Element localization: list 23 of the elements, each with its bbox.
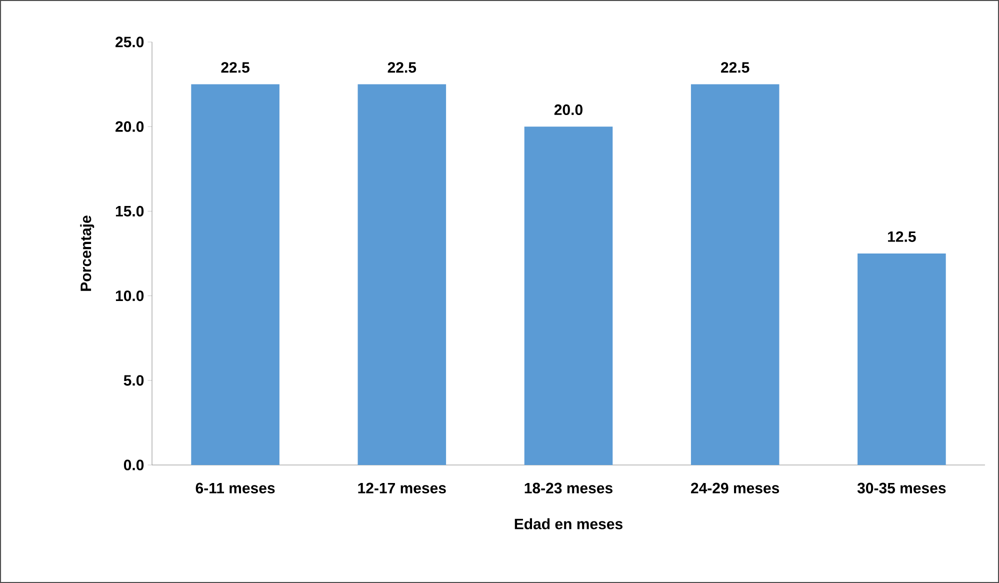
data-label: 20.0 — [554, 104, 582, 116]
y-axis-title: Porcentaje — [80, 216, 94, 291]
data-label: 12.5 — [888, 231, 916, 242]
x-tick-label: 18-23 meses — [524, 482, 612, 494]
data-label: 22.5 — [721, 62, 750, 73]
y-tick-label: 10.0 — [116, 290, 144, 302]
x-axis-title: Edad en meses — [514, 518, 622, 530]
bar — [690, 84, 780, 465]
bar — [858, 253, 946, 465]
y-tick-label: 15.0 — [116, 206, 144, 216]
data-label: 22.5 — [221, 62, 250, 73]
y-tick-label: 20.0 — [116, 121, 144, 132]
bar — [191, 84, 280, 465]
bar — [358, 84, 446, 465]
x-tick-label: 6-11 meses — [196, 482, 275, 494]
y-tick-label: 0.0 — [124, 460, 144, 470]
x-tick-label: 24-29 meses — [690, 482, 780, 494]
bar — [524, 126, 613, 465]
data-label: 22.5 — [388, 62, 416, 73]
x-tick-label: 30-35 meses — [857, 482, 946, 494]
y-tick-label: 25.0 — [116, 36, 144, 48]
x-tick-label: 12-17 meses — [358, 482, 446, 494]
y-tick-label: 5.0 — [124, 375, 144, 386]
